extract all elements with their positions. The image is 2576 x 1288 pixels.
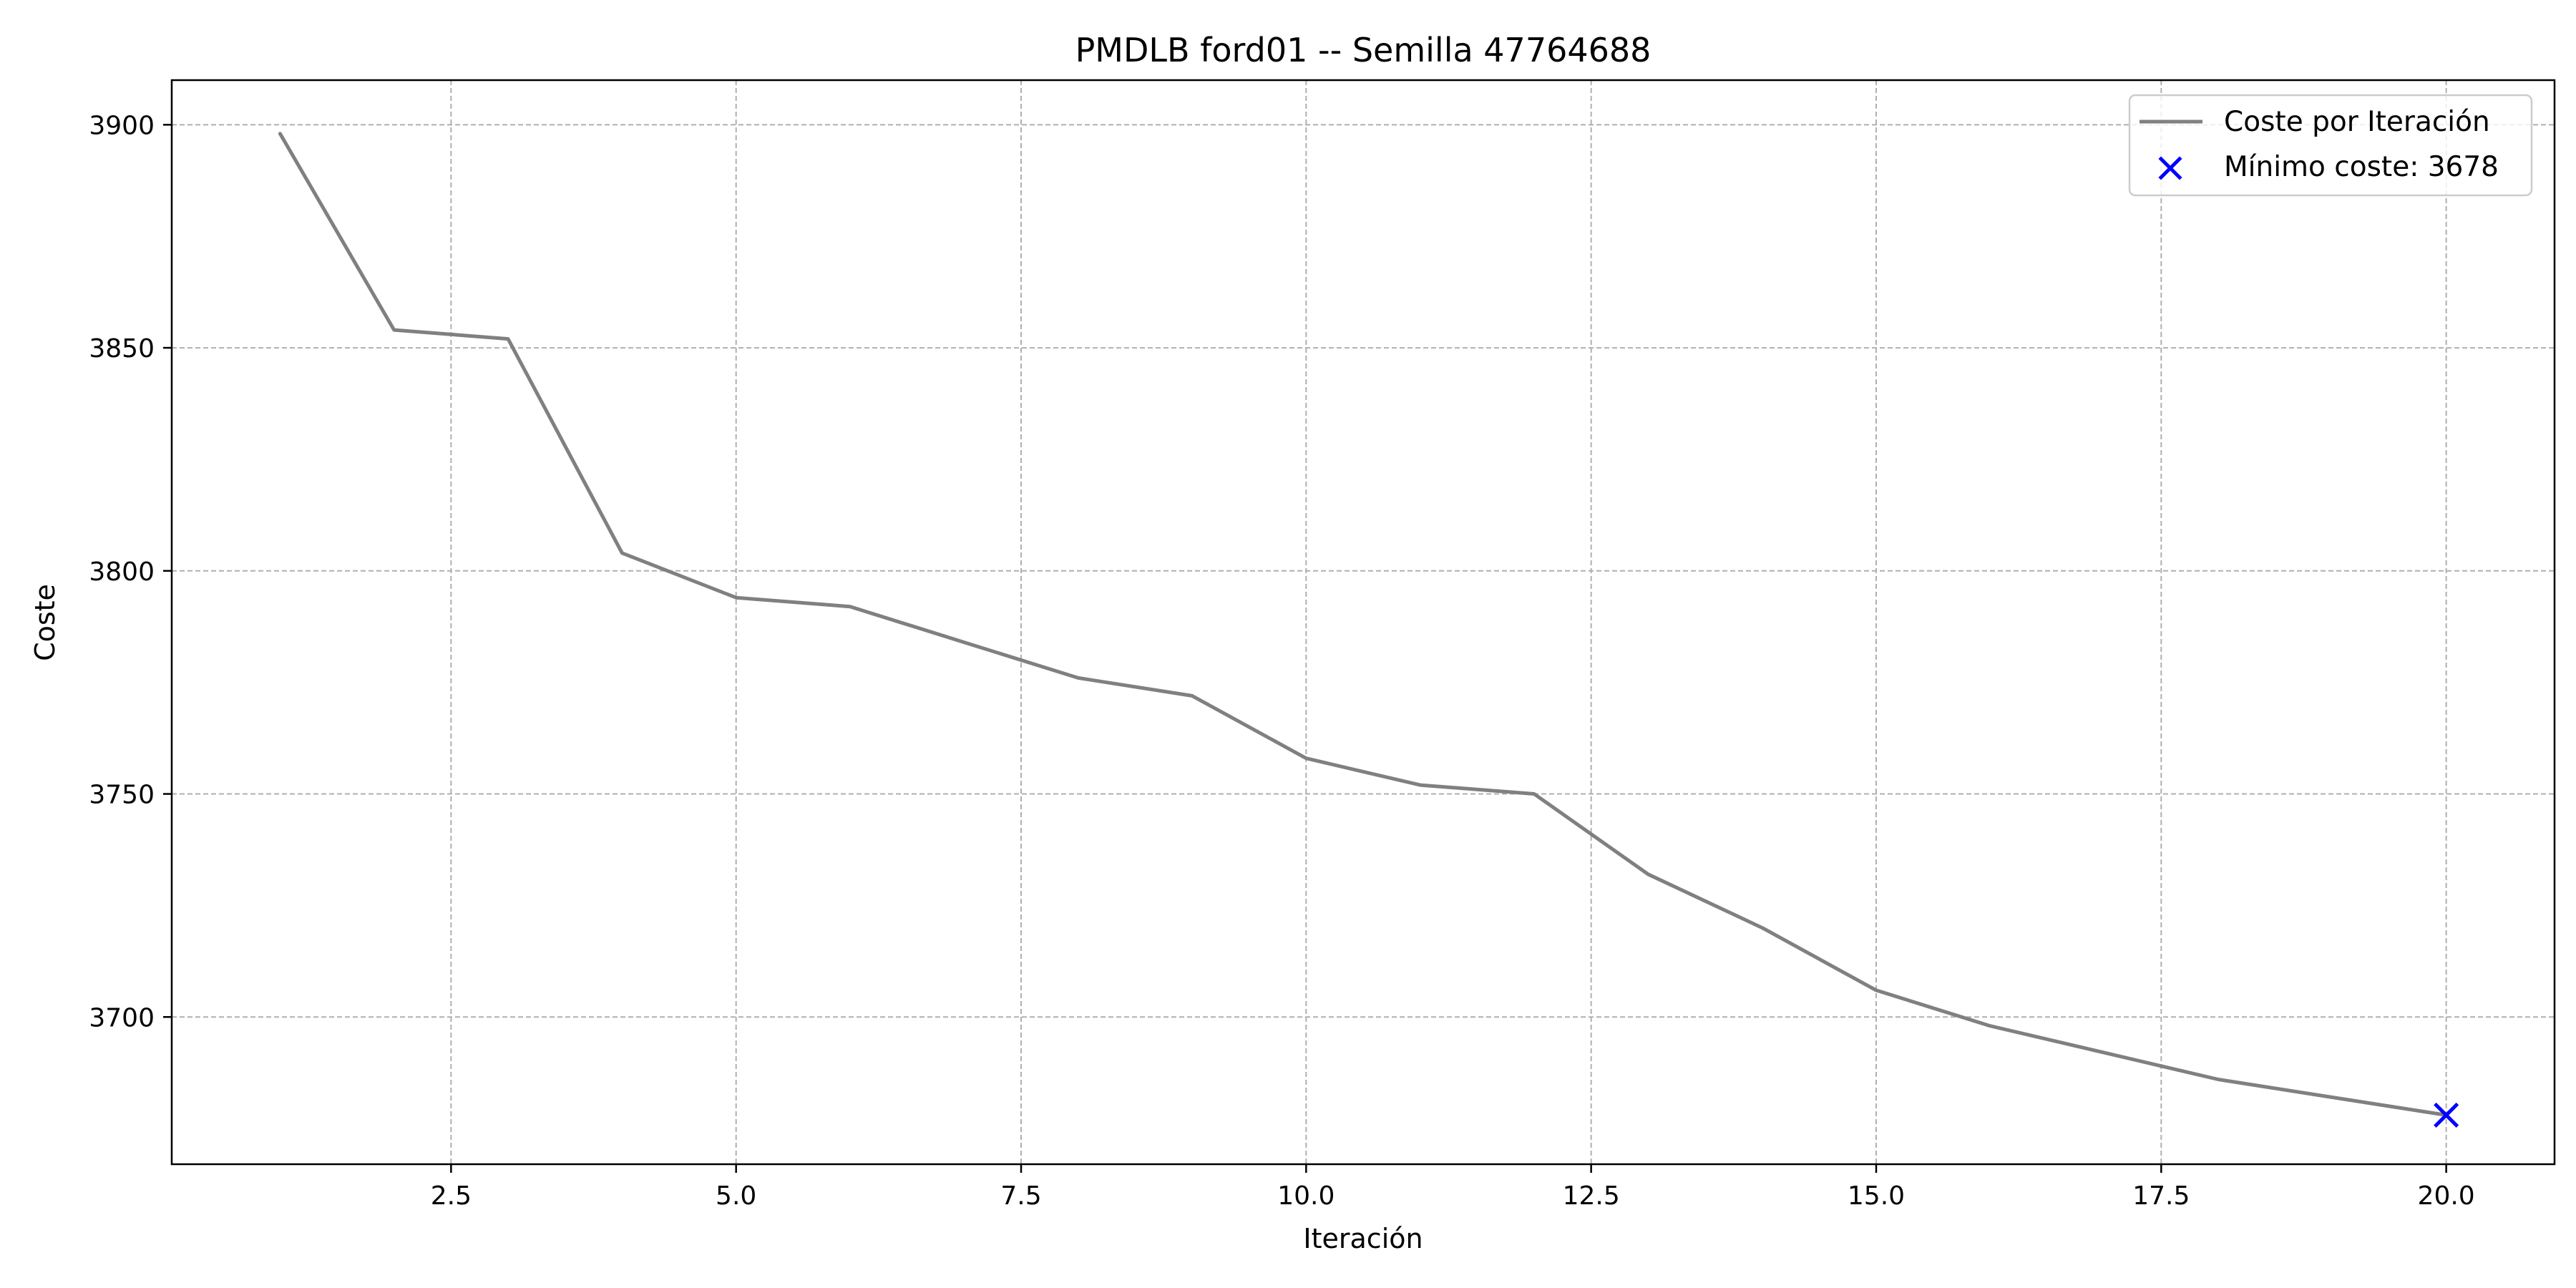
- legend-marker-swatch: [2158, 156, 2182, 180]
- grid: [172, 80, 2555, 1164]
- legend-label-series: Coste por Iteración: [2224, 106, 2490, 138]
- chart-title: PMDLB ford01 -- Semilla 47764688: [1075, 31, 1652, 69]
- series-line-coste: [278, 132, 2449, 1117]
- legend-box: [2128, 94, 2533, 197]
- x-tick-label: 17.5: [2132, 1181, 2190, 1211]
- x-tick-label: 2.5: [431, 1181, 472, 1211]
- minimum-cost-marker: [2434, 1102, 2459, 1128]
- legend: Coste por Iteración Mínimo coste: 3678: [2128, 94, 2533, 197]
- x-tick-label: 12.5: [1563, 1181, 1620, 1211]
- marker-layer: [2434, 1102, 2459, 1128]
- y-tick-label: 3900: [89, 111, 155, 140]
- y-axis-label: Coste: [29, 584, 61, 661]
- x-tick-label: 20.0: [2418, 1181, 2475, 1211]
- x-axis-label: Iteración: [1303, 1223, 1423, 1254]
- x-axis-ticks: 2.5 5.0 7.5 10.0 12.5 15.0 17.5 20.0: [431, 1164, 2475, 1211]
- y-axis-ticks: 3700 3750 3800 3850 3900: [89, 111, 172, 1033]
- x-tick-label: 7.5: [1000, 1181, 1041, 1211]
- y-tick-label: 3700: [89, 1003, 155, 1033]
- y-tick-label: 3750: [89, 781, 155, 810]
- plot-frame: [170, 79, 2556, 1166]
- x-tick-label: 5.0: [716, 1181, 756, 1211]
- y-tick-label: 3800: [89, 557, 155, 587]
- x-tick-label: 15.0: [1848, 1181, 1905, 1211]
- y-tick-label: 3850: [89, 334, 155, 364]
- series-layer: [278, 132, 2449, 1117]
- x-tick-label: 10.0: [1277, 1181, 1335, 1211]
- legend-label-minimum: Mínimo coste: 3678: [2224, 151, 2499, 183]
